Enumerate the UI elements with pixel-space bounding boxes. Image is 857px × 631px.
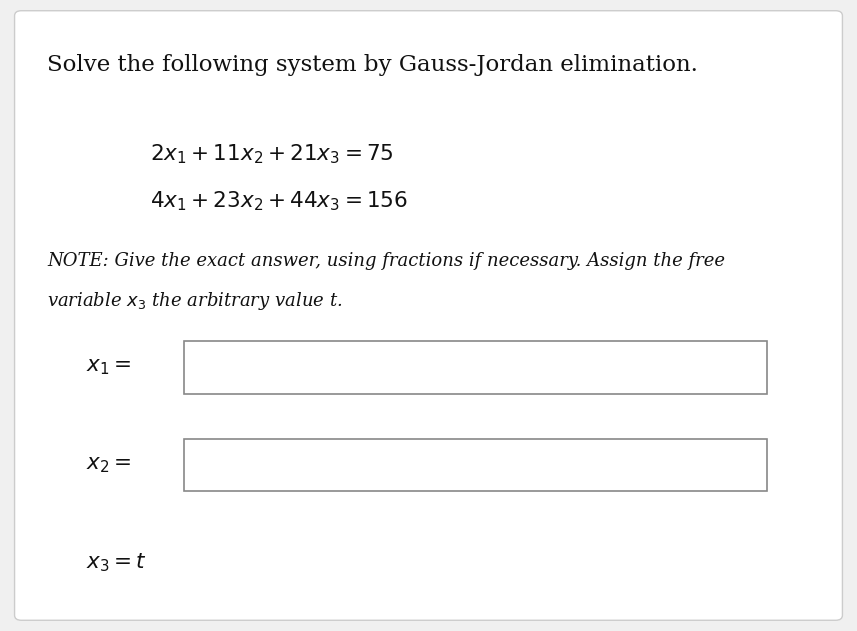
Text: $2x_1 + 11x_2 + 21x_3 = 75$: $2x_1 + 11x_2 + 21x_3 = 75$: [150, 142, 394, 165]
Text: $x_2 =$: $x_2 =$: [86, 453, 131, 475]
Text: $4x_1 + 23x_2 + 44x_3 = 156$: $4x_1 + 23x_2 + 44x_3 = 156$: [150, 189, 408, 213]
Text: variable $x_3$ the arbitrary value t.: variable $x_3$ the arbitrary value t.: [47, 290, 343, 312]
FancyBboxPatch shape: [184, 439, 767, 491]
Text: Solve the following system by Gauss-Jordan elimination.: Solve the following system by Gauss-Jord…: [47, 54, 698, 76]
FancyBboxPatch shape: [184, 341, 767, 394]
Text: NOTE: Give the exact answer, using fractions if necessary. Assign the free: NOTE: Give the exact answer, using fract…: [47, 252, 725, 271]
Text: $x_3 = t$: $x_3 = t$: [86, 551, 147, 574]
Text: $x_1 =$: $x_1 =$: [86, 355, 131, 377]
